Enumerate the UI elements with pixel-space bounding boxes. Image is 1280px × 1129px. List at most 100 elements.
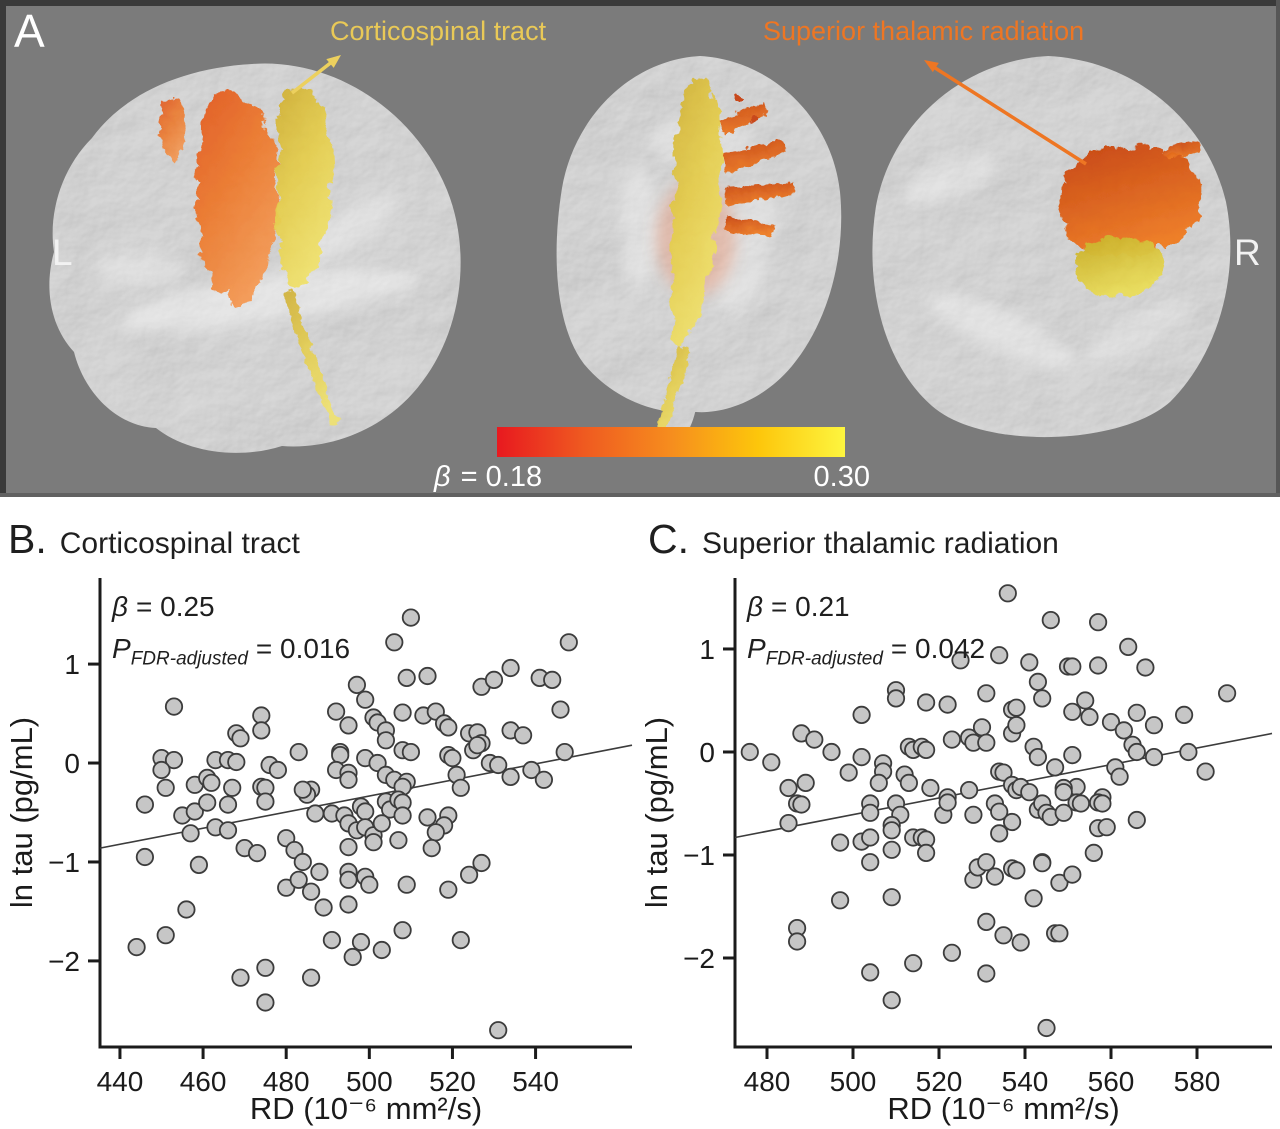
data-point	[339, 870, 358, 889]
data-point	[135, 795, 154, 814]
data-point	[1101, 713, 1121, 732]
data-point	[397, 668, 416, 687]
p-stat: PFDR-adjusted = 0.042	[747, 633, 986, 670]
data-point	[942, 730, 961, 749]
data-point	[360, 875, 379, 894]
beta-stat: β = 0.21	[747, 591, 850, 622]
data-point	[977, 684, 996, 703]
panel-a-border-left	[0, 0, 6, 497]
data-point	[339, 837, 358, 857]
data-point	[451, 778, 470, 797]
data-point	[1050, 873, 1069, 892]
data-point	[185, 802, 204, 821]
data-point	[501, 658, 520, 678]
beta-colorbar	[497, 427, 845, 457]
data-point	[1196, 762, 1215, 781]
data-point	[916, 693, 936, 712]
data-point	[964, 805, 983, 824]
data-point	[1045, 758, 1065, 777]
data-point	[426, 823, 445, 842]
data-point	[451, 930, 470, 950]
data-point	[1127, 703, 1146, 722]
data-point	[306, 804, 325, 823]
data-point	[198, 793, 217, 812]
data-point	[177, 900, 196, 919]
data-point	[1033, 689, 1052, 708]
data-point	[1011, 933, 1030, 952]
data-point	[156, 778, 175, 797]
data-point	[994, 926, 1013, 945]
p-stat: PFDR-adjusted = 0.016	[112, 633, 351, 670]
data-point	[301, 882, 321, 901]
data-point	[1174, 705, 1194, 724]
data-point	[484, 670, 504, 689]
data-point	[938, 793, 957, 812]
data-point	[1063, 746, 1082, 765]
data-point	[1088, 656, 1108, 675]
data-point	[135, 847, 154, 867]
data-point	[1028, 748, 1047, 767]
data-point	[822, 742, 841, 762]
brain3-highlight	[926, 292, 1074, 368]
tract-superior-thalamic-radiation-sagittal	[158, 88, 279, 306]
data-point	[1063, 865, 1082, 884]
data-point	[921, 778, 940, 798]
data-point	[322, 930, 341, 950]
data-point	[1127, 810, 1146, 830]
data-point	[227, 752, 246, 772]
y-axis-title: ln tau (pg/mL)	[640, 717, 674, 908]
data-point	[559, 633, 578, 652]
panel-c-title: C. Superior thalamic radiation	[648, 516, 1059, 563]
x-tick-label: 500	[346, 1066, 393, 1097]
data-point	[331, 746, 350, 765]
data-point	[156, 926, 175, 945]
brain1-highlight	[297, 196, 403, 264]
data-point	[468, 736, 487, 755]
data-point	[356, 802, 375, 821]
data-point	[990, 824, 1009, 843]
data-point	[489, 1021, 508, 1040]
data-point	[393, 703, 412, 722]
scatter-plot-corticospinal: 440 460 480 500 520 540 1 0 −1 −2 RD (10⁻⁶ mm²/s) l…	[4, 578, 633, 1126]
brain-axial-right	[872, 56, 1231, 438]
data-point	[339, 770, 358, 789]
data-point	[372, 940, 391, 960]
data-point	[376, 731, 395, 750]
data-point	[916, 740, 936, 759]
panel-c-name: Superior thalamic radiation	[702, 527, 1059, 560]
data-point	[998, 584, 1017, 603]
data-point	[977, 733, 996, 752]
data-point	[1119, 637, 1138, 656]
data-point	[443, 749, 462, 768]
data-point	[489, 755, 508, 775]
data-point	[990, 802, 1009, 821]
data-point	[740, 742, 759, 762]
data-point	[1127, 742, 1146, 762]
data-point	[852, 748, 871, 767]
data-point	[418, 666, 437, 686]
brain2-highlight	[620, 170, 660, 290]
data-point	[938, 695, 957, 714]
data-point	[1071, 794, 1090, 813]
tract-label-corticospinal: Corticospinal tract	[330, 16, 547, 46]
data-point	[256, 792, 275, 811]
data-point	[293, 780, 312, 799]
data-point	[1217, 684, 1237, 703]
data-point	[152, 760, 171, 780]
data-point	[513, 726, 533, 745]
data-point	[792, 795, 811, 814]
panel-a-border-right	[1276, 0, 1280, 497]
data-point	[1033, 854, 1052, 873]
stats-panel-c: β = 0.21 PFDR-adjusted = 0.042	[747, 586, 985, 681]
data-point	[218, 795, 238, 814]
data-point	[301, 968, 321, 987]
data-point	[339, 895, 358, 914]
panel-a-border-top	[0, 0, 1280, 6]
data-point	[869, 773, 888, 792]
panel-c-letter: C.	[648, 516, 689, 562]
left-hemisphere-marker: L	[52, 232, 73, 273]
data-point	[977, 853, 996, 872]
x-tick-label: 520	[429, 1066, 476, 1097]
data-point	[1050, 924, 1069, 943]
